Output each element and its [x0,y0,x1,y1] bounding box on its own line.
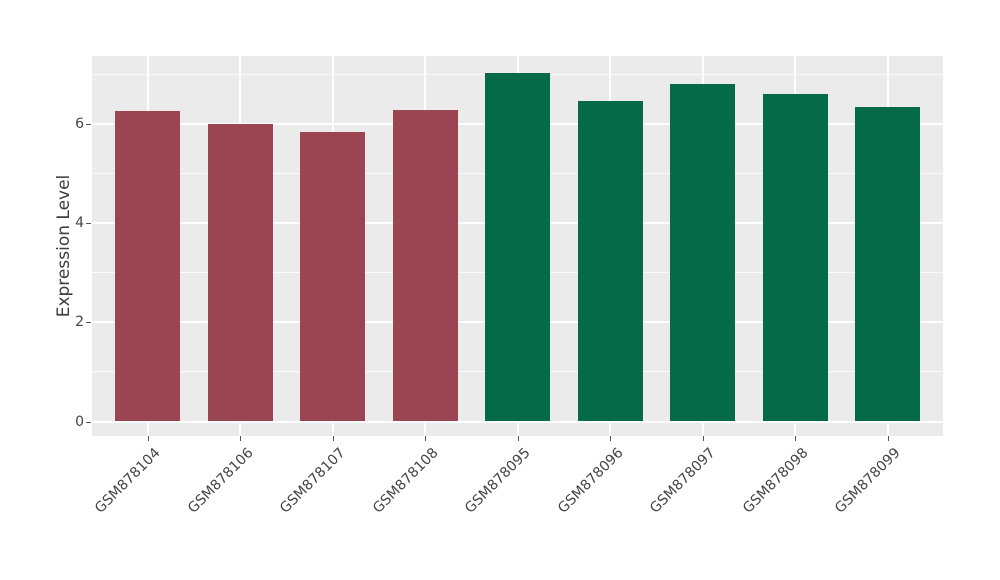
bar-GSM878097 [670,83,735,422]
x-tick-label-GSM878106: GSM878106 [184,445,257,517]
chart-panel [92,56,943,436]
x-tick-mark [425,436,426,441]
x-tick-mark [517,436,519,441]
x-tick-mark [795,436,796,441]
bar-GSM878107 [300,131,365,422]
x-tick-mark [240,436,241,441]
x-tick-label-GSM878099: GSM878099 [832,445,904,517]
x-tick-label-GSM878096: GSM878096 [554,445,627,517]
x-tick-mark [887,436,889,441]
y-tick-mark [86,123,91,125]
bar-GSM878106 [207,124,273,422]
bar-GSM878104 [115,110,180,422]
y-tick-mark [86,421,91,423]
x-tick-label-GSM878095: GSM878095 [462,445,534,517]
x-tick-mark [702,436,704,441]
x-tick-label-GSM878098: GSM878098 [739,445,812,517]
y-tick-label: 0 [75,413,84,430]
y-tick-mark [86,223,91,225]
y-tick-label: 4 [75,215,84,232]
bar-GSM878098 [762,93,828,422]
y-tick-mark [86,322,91,324]
bar-GSM878095 [485,73,550,422]
y-axis-label: Expression Level [54,174,74,318]
x-tick-label-GSM878097: GSM878097 [647,445,719,517]
bar-GSM878099 [855,106,920,422]
y-tick-label: 2 [75,314,84,331]
x-tick-mark [610,436,611,441]
x-tick-label-GSM878108: GSM878108 [369,445,442,517]
bar-GSM878108 [392,109,458,422]
x-tick-label-GSM878104: GSM878104 [92,445,164,517]
bar-GSM878096 [577,101,643,422]
x-tick-label-GSM878107: GSM878107 [277,445,349,517]
x-tick-mark [147,436,149,441]
y-tick-label: 6 [75,115,84,132]
x-tick-mark [332,436,334,441]
